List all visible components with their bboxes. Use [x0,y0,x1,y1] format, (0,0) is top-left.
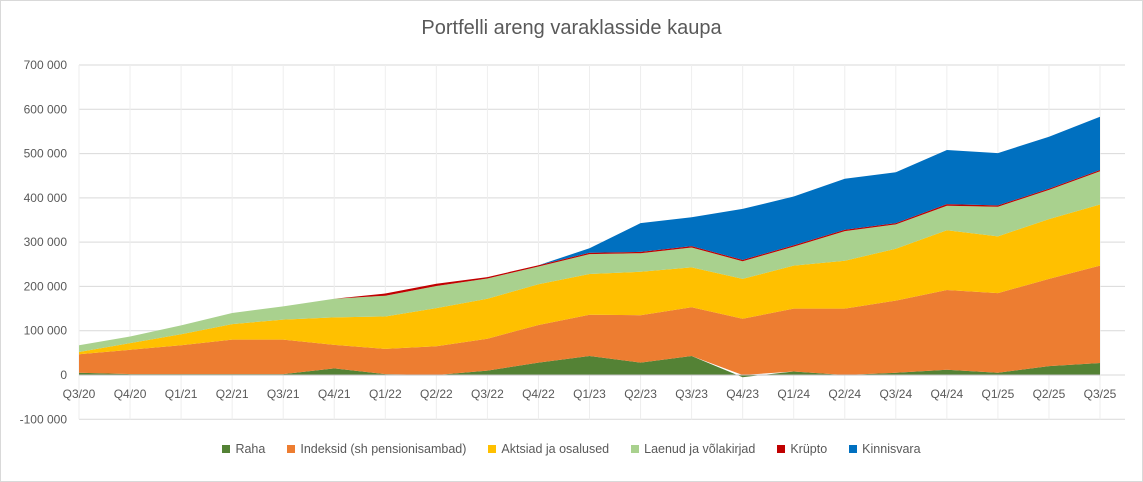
legend-item: Laenud ja võlakirjad [631,442,755,456]
legend-swatch [222,445,231,453]
y-tick-label: 0 [60,368,67,382]
x-tick-label: Q1/23 [573,387,606,401]
x-tick-label: Q4/23 [726,387,759,401]
legend-swatch [287,445,296,453]
legend-label: Aktsiad ja osalused [501,442,610,456]
legend-item: Raha [222,442,265,456]
legend-swatch [777,445,786,453]
x-tick-label: Q2/24 [828,387,861,401]
area-laenud-ja-v-lakirjad [79,171,1100,352]
legend-swatch [849,445,858,453]
x-tick-label: Q1/24 [777,387,810,401]
legend-swatch [631,445,640,453]
x-tick-label: Q3/21 [267,387,300,401]
y-tick-label: 600 000 [24,102,68,116]
x-tick-label: Q3/23 [675,387,708,401]
x-axis-ticks: Q3/20 Q4/20 Q1/21 Q2/21 Q3/21 Q4/21 Q1/22 Q2/22… [63,387,1117,401]
x-tick-label: Q2/25 [1033,387,1066,401]
legend-label: Laenud ja võlakirjad [644,442,756,456]
y-tick-label: 400 000 [24,191,68,205]
area-aktsiad-ja-osalused [79,204,1100,355]
y-tick-label: -100 000 [20,412,68,426]
y-tick-label: 300 000 [24,235,68,249]
legend: Raha Indeksid (sh pensionisambad) Aktsiad … [1,442,1142,456]
area-raha [79,356,1100,378]
legend-item: Indeksid (sh pensionisambad) [287,442,466,456]
y-tick-label: 200 000 [24,279,68,293]
y-tick-label: 100 000 [24,324,68,338]
x-tick-label: Q2/21 [216,387,249,401]
x-tick-label: Q4/21 [318,387,351,401]
x-tick-label: Q2/23 [624,387,657,401]
legend-item: Kinnisvara [849,442,921,456]
chart-plot: -100 000 0 100 000 200 000 300 000 400 000 500… [20,58,1125,426]
x-tick-label: Q2/22 [420,387,453,401]
y-axis-ticks: -100 000 0 100 000 200 000 300 000 400 000 500… [20,58,68,426]
x-tick-label: Q1/22 [369,387,402,401]
x-tick-label: Q3/24 [879,387,912,401]
legend-swatch [488,445,497,453]
area-indeksid-sh-pensionisambad [79,265,1100,375]
legend-label: Raha [235,442,266,456]
x-tick-label: Q3/22 [471,387,504,401]
x-tick-label: Q3/20 [63,387,96,401]
x-tick-label: Q4/20 [114,387,147,401]
area-series [79,116,1100,378]
y-tick-label: 700 000 [24,58,68,72]
x-tick-label: Q4/24 [930,387,963,401]
x-tick-label: Q1/25 [982,387,1015,401]
legend-item: Krüpto [777,442,827,456]
chart-title: Portfelli areng varaklasside kaupa [421,17,722,39]
legend-label: Krüpto [790,442,828,456]
x-tick-label: Q3/25 [1084,387,1117,401]
legend-item: Aktsiad ja osalused [488,442,609,456]
legend-label: Indeksid (sh pensionisambad) [300,442,467,456]
y-tick-label: 500 000 [24,147,68,161]
x-tick-label: Q4/22 [522,387,555,401]
legend-label: Kinnisvara [862,442,921,456]
x-tick-label: Q1/21 [165,387,198,401]
